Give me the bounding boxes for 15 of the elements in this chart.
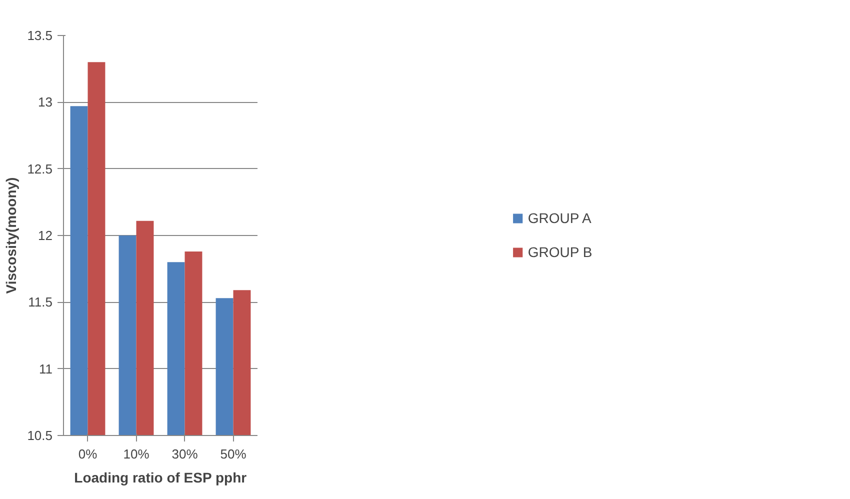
legend-label: GROUP B: [528, 244, 592, 260]
x-axis-title: Loading ratio of ESP pphr: [74, 470, 248, 486]
y-tick-label: 10.5: [27, 428, 53, 443]
x-tick-label: 50%: [220, 446, 247, 462]
y-tick-label: 11: [39, 361, 53, 376]
x-tick-label: 0%: [78, 446, 98, 462]
x-tick-label: 30%: [172, 446, 198, 462]
y-tick-label: 11.5: [28, 294, 53, 310]
y-tick-label: 13: [38, 94, 53, 110]
y-tick-label: 12.5: [27, 161, 53, 176]
x-tick-label: 10%: [123, 446, 150, 462]
y-tick-label: 13.5: [27, 28, 53, 43]
y-axis-title: Viscosity(moony): [3, 177, 20, 294]
y-tick-label: 12: [38, 228, 53, 243]
legend-label: GROUP A: [528, 210, 592, 226]
